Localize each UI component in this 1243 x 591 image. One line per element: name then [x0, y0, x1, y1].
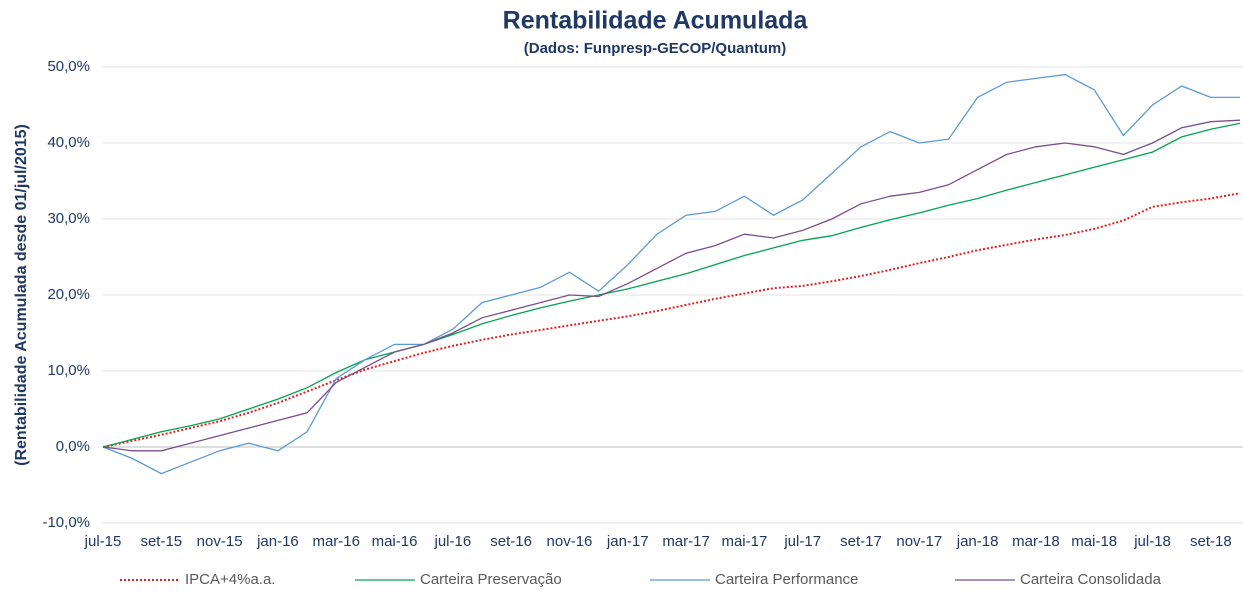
y-axis-label: (Rentabilidade Acumulada desde 01/jul/20…: [13, 124, 30, 466]
y-tick-label: 0,0%: [56, 438, 90, 455]
y-tick-label: 40,0%: [47, 134, 90, 151]
legend-label: Carteira Consolidada: [1020, 571, 1162, 588]
x-tick-label: jan-17: [606, 533, 649, 550]
x-tick-label: jan-16: [256, 533, 299, 550]
x-tick-label: jul-15: [84, 533, 122, 550]
series-line: [102, 122, 1241, 448]
x-tick-label: jul-18: [1133, 533, 1171, 550]
x-tick-label: jul-16: [434, 533, 472, 550]
x-tick-label: mar-18: [1012, 533, 1060, 550]
legend-label: Carteira Preservação: [420, 571, 562, 588]
x-tick-label: mai-17: [721, 533, 767, 550]
y-tick-label: 50,0%: [47, 58, 90, 75]
x-tick-label: mar-16: [312, 533, 360, 550]
x-tick-label: jan-18: [956, 533, 999, 550]
legend-label: IPCA+4%a.a.: [185, 571, 275, 588]
x-tick-label: nov-17: [896, 533, 942, 550]
y-tick-label: 10,0%: [47, 362, 90, 379]
series-line: [102, 119, 1241, 452]
x-tick-label: nov-15: [197, 533, 243, 550]
x-tick-label: mar-17: [662, 533, 710, 550]
x-tick-label: set-15: [140, 533, 182, 550]
x-tick-label: set-18: [1190, 533, 1232, 550]
x-tick-label: mai-16: [372, 533, 418, 550]
x-tick-label: set-16: [490, 533, 532, 550]
x-tick-label: set-17: [840, 533, 882, 550]
series-line: [102, 73, 1240, 475]
legend-label: Carteira Performance: [715, 571, 858, 588]
x-tick-label: nov-16: [547, 533, 593, 550]
series-line: [102, 192, 1241, 448]
y-tick-label: -10,0%: [42, 514, 90, 531]
x-tick-label: jul-17: [783, 533, 821, 550]
y-tick-label: 30,0%: [47, 210, 90, 227]
chart-title: Rentabilidade Acumulada: [503, 7, 809, 35]
x-tick-label: mai-18: [1071, 533, 1117, 550]
y-tick-label: 20,0%: [47, 286, 90, 303]
chart-subtitle: (Dados: Funpresp-GECOP/Quantum): [524, 40, 787, 57]
